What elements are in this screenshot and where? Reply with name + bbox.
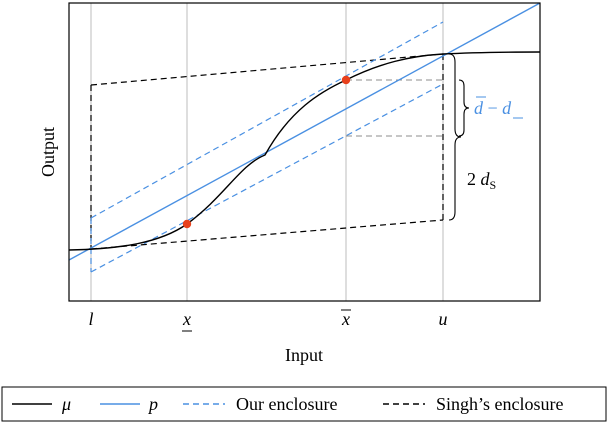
singh-bottom [90, 219, 444, 250]
tick-label-l: l [88, 309, 93, 329]
gap-helpers [346, 79, 443, 137]
legend-label-mu: μ [61, 394, 71, 414]
point-xlow [182, 219, 192, 229]
legend-item-singh: Singh’s enclosure [383, 394, 564, 414]
gap-lower-symbol: d [502, 98, 512, 118]
legend-item-ours: Our enclosure [183, 394, 337, 414]
gap-annotation: d − d [474, 96, 523, 119]
ours-upper [90, 21, 444, 219]
singh-top [90, 53, 444, 86]
legend-item-p: p [100, 394, 158, 414]
gap-upper-symbol: d [474, 98, 484, 118]
legend-item-mu: μ [12, 394, 71, 414]
x-tick-labels: l x x u [88, 309, 448, 332]
x-axis-label: Input [285, 345, 323, 365]
svg-text:d − d: d − d [474, 98, 512, 118]
ds-annotation: 2 dS [467, 169, 496, 192]
p-line [68, 2, 541, 261]
tick-label-u: u [439, 309, 448, 329]
legend-label-ours: Our enclosure [236, 394, 337, 414]
tick-label-xup: x [341, 309, 350, 329]
plot-frame [68, 2, 541, 302]
point-xup [341, 75, 351, 85]
our-enclosure [90, 21, 444, 273]
ds-coef: 2 [467, 169, 481, 189]
tick-label-xlow: x [182, 309, 191, 329]
legend-label-p: p [147, 394, 158, 414]
legend: μ p Our enclosure Singh’s enclosure [1, 386, 607, 422]
gap-minus: − [483, 98, 502, 118]
ds-brace [448, 53, 462, 221]
ds-var: d [481, 169, 491, 189]
y-axis-label: Output [38, 127, 58, 177]
gap-brace [458, 79, 470, 137]
ours-lower [90, 83, 444, 273]
mu-curve [68, 51, 541, 251]
ds-sub: S [490, 178, 497, 192]
legend-label-singh: Singh’s enclosure [436, 394, 564, 414]
singh-enclosure [90, 53, 444, 250]
